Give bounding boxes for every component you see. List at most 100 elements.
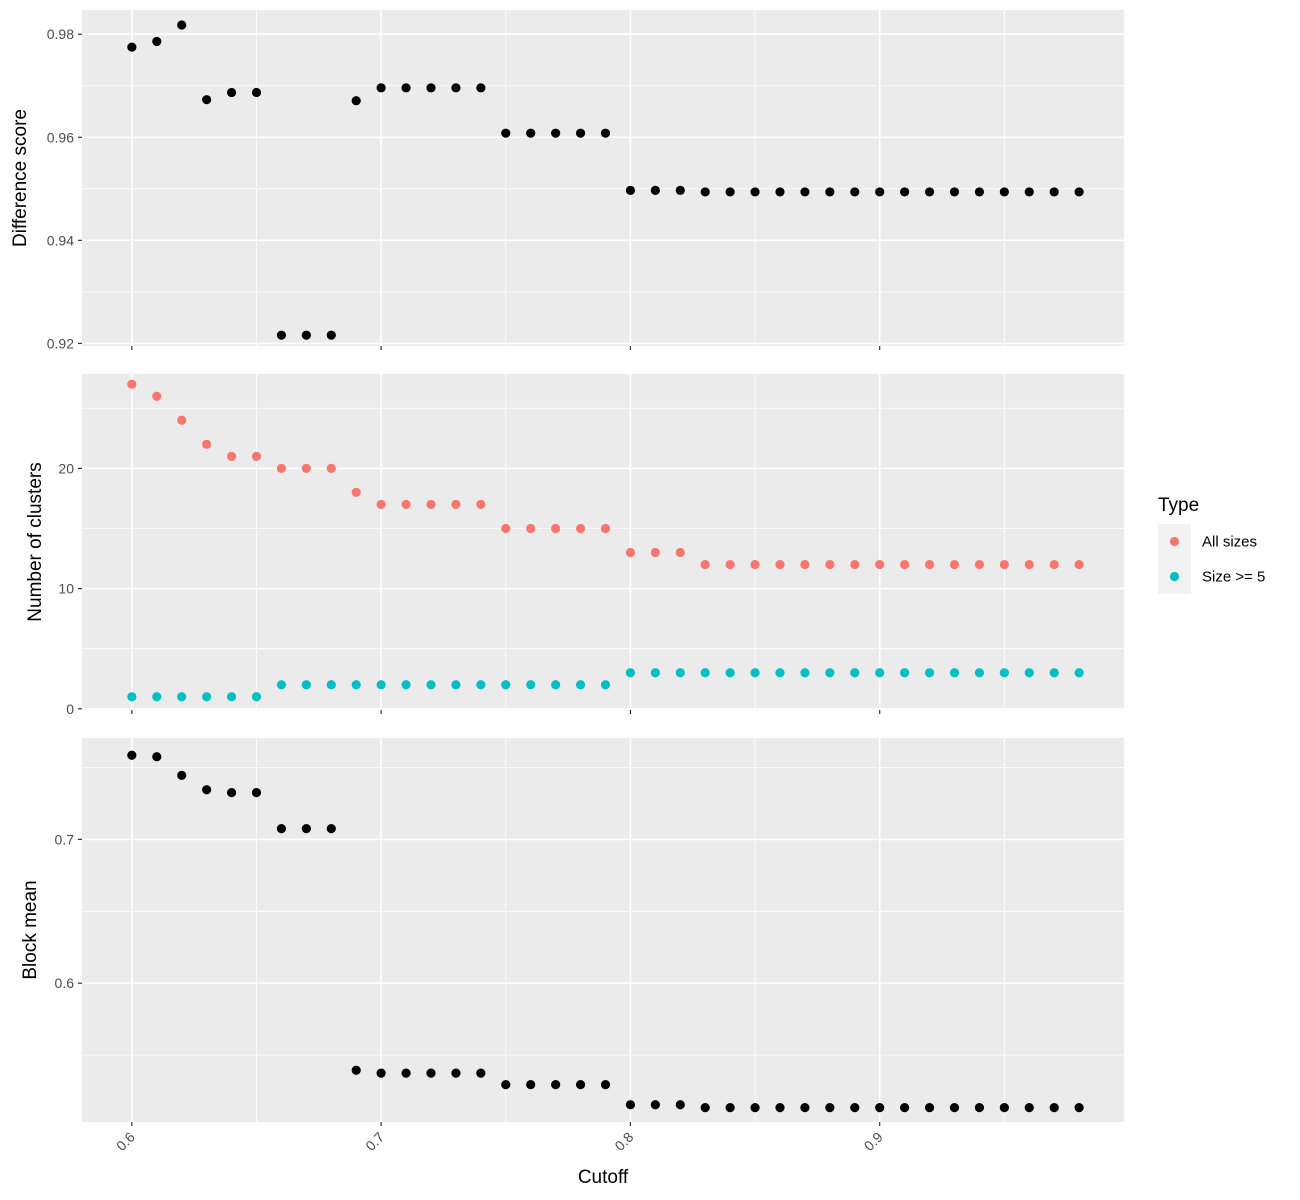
data-point bbox=[750, 187, 760, 197]
data-point bbox=[1074, 1103, 1084, 1113]
data-point bbox=[825, 559, 835, 570]
data-point bbox=[575, 523, 586, 534]
data-point bbox=[401, 680, 411, 690]
x-tick-label: 0.6 bbox=[113, 1129, 138, 1154]
data-point bbox=[924, 559, 935, 570]
data-point bbox=[650, 668, 660, 678]
data-point bbox=[999, 187, 1009, 197]
data-point bbox=[177, 20, 187, 30]
y-axis-title: Block mean bbox=[20, 880, 41, 979]
data-point bbox=[775, 187, 785, 197]
data-point bbox=[924, 187, 935, 197]
data-point bbox=[949, 559, 960, 570]
data-point bbox=[1024, 668, 1034, 678]
data-point bbox=[351, 680, 361, 690]
y-axis-title: Number of clusters bbox=[25, 462, 46, 621]
data-point bbox=[600, 523, 611, 534]
legend-entries: All sizes Size >= 5 bbox=[1158, 524, 1265, 594]
data-point bbox=[949, 1103, 960, 1113]
panel-background bbox=[82, 10, 1124, 346]
y-tick-label: 20 bbox=[58, 460, 74, 476]
data-point bbox=[875, 559, 885, 570]
data-point bbox=[575, 128, 586, 138]
data-point bbox=[551, 128, 561, 138]
data-point bbox=[1024, 187, 1034, 197]
data-point bbox=[575, 680, 586, 690]
data-point bbox=[426, 83, 436, 93]
data-point bbox=[650, 1100, 660, 1110]
data-point bbox=[451, 1068, 461, 1078]
data-point bbox=[974, 559, 985, 570]
data-point bbox=[177, 415, 187, 425]
y-tick-label: 0.92 bbox=[47, 335, 74, 351]
data-point bbox=[177, 692, 187, 702]
data-point bbox=[251, 692, 262, 702]
data-point bbox=[251, 451, 262, 461]
data-point bbox=[301, 463, 311, 473]
data-point bbox=[999, 559, 1009, 570]
data-point bbox=[775, 1103, 785, 1113]
data-point bbox=[775, 668, 785, 678]
data-point bbox=[476, 83, 486, 93]
data-point bbox=[825, 668, 835, 678]
data-point bbox=[1024, 1103, 1034, 1113]
series-all-sizes bbox=[127, 379, 1084, 570]
legend-swatch bbox=[1169, 536, 1180, 547]
data-point bbox=[725, 559, 735, 570]
data-point bbox=[650, 185, 660, 195]
data-point bbox=[900, 559, 910, 570]
data-point bbox=[526, 680, 536, 690]
data-point bbox=[974, 668, 985, 678]
data-point bbox=[326, 463, 336, 473]
y-tick-label: 0 bbox=[66, 701, 74, 717]
data-point bbox=[700, 559, 710, 570]
data-point bbox=[152, 36, 162, 47]
data-point bbox=[1049, 559, 1059, 570]
data-point bbox=[700, 668, 710, 678]
data-point bbox=[501, 523, 511, 534]
data-point bbox=[675, 1100, 685, 1110]
data-point bbox=[476, 499, 486, 510]
data-point bbox=[251, 87, 262, 98]
data-point bbox=[127, 42, 137, 52]
data-point bbox=[575, 1080, 586, 1090]
x-tick-label: 0.9 bbox=[861, 1129, 886, 1154]
series-1 bbox=[127, 20, 1084, 340]
data-point bbox=[301, 824, 311, 834]
data-point bbox=[177, 770, 187, 780]
data-point bbox=[650, 547, 660, 558]
panel-3: 0.6 0.7 Block mean 0.6 0.7 0.8 0.9 bbox=[20, 738, 1124, 1154]
data-point bbox=[1049, 187, 1059, 197]
data-point bbox=[600, 128, 611, 138]
data-point bbox=[875, 1103, 885, 1113]
data-point bbox=[501, 1080, 511, 1090]
data-point bbox=[376, 1068, 386, 1078]
data-point bbox=[351, 1065, 361, 1075]
data-point bbox=[625, 1100, 636, 1110]
data-point bbox=[1049, 1103, 1059, 1113]
data-point bbox=[251, 788, 262, 798]
data-point bbox=[800, 187, 810, 197]
data-point bbox=[949, 187, 960, 197]
data-point bbox=[725, 1103, 735, 1113]
data-point bbox=[924, 668, 935, 678]
data-point bbox=[326, 824, 336, 834]
y-tick-label: 0.94 bbox=[47, 232, 74, 248]
legend-label: Size >= 5 bbox=[1202, 569, 1265, 586]
data-point bbox=[974, 1103, 985, 1113]
data-point bbox=[625, 547, 636, 558]
data-point bbox=[376, 499, 386, 510]
data-point bbox=[376, 83, 386, 93]
data-point bbox=[351, 487, 361, 498]
data-point bbox=[999, 668, 1009, 678]
legend-swatch bbox=[1169, 571, 1180, 582]
data-point bbox=[825, 1103, 835, 1113]
data-point bbox=[850, 187, 860, 197]
data-point bbox=[276, 463, 287, 473]
data-point bbox=[725, 187, 735, 197]
panel-1: 0.92 0.94 0.96 0.98 Difference score bbox=[10, 10, 1124, 351]
data-point bbox=[226, 788, 237, 798]
data-point bbox=[675, 547, 685, 558]
data-point bbox=[825, 187, 835, 197]
